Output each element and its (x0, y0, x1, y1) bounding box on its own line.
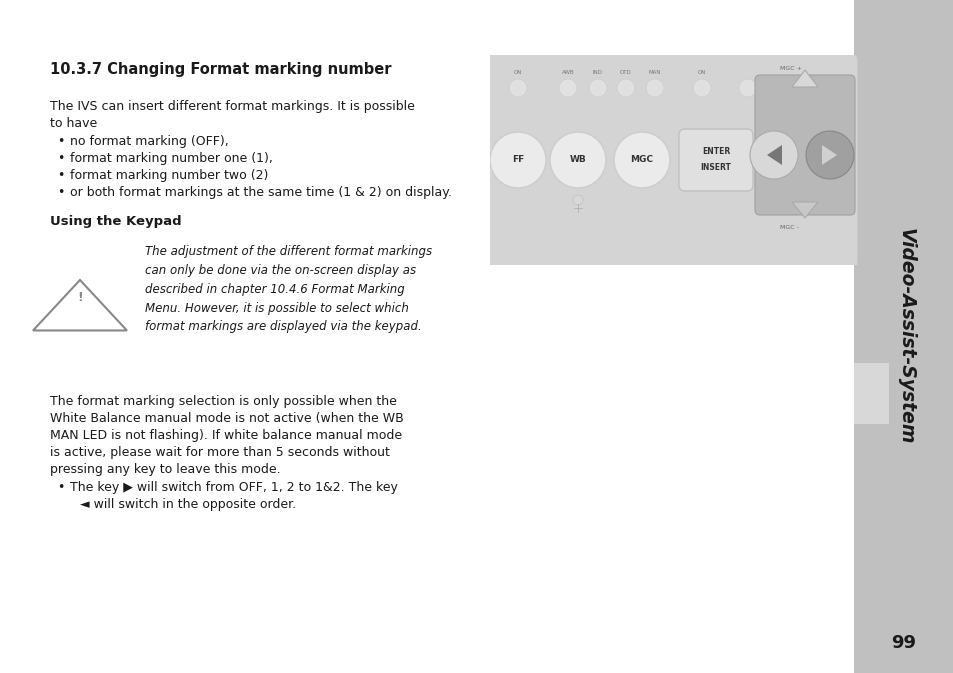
Circle shape (509, 79, 526, 97)
Text: FF: FF (512, 155, 523, 164)
Text: format marking number one (1),: format marking number one (1), (70, 152, 273, 165)
Polygon shape (791, 202, 817, 218)
Text: no format marking (OFF),: no format marking (OFF), (70, 135, 229, 148)
Bar (853, 363, 888, 424)
FancyBboxPatch shape (679, 129, 752, 191)
Circle shape (573, 195, 582, 205)
Text: MGC: MGC (630, 155, 653, 164)
Text: MGC -: MGC - (780, 225, 798, 229)
Text: or both format markings at the same time (1 & 2) on display.: or both format markings at the same time… (70, 186, 452, 199)
Circle shape (805, 131, 853, 179)
Text: OTD: OTD (619, 71, 631, 75)
Text: format marking number two (2): format marking number two (2) (70, 169, 268, 182)
Text: •: • (57, 186, 64, 199)
Text: MAN: MAN (648, 71, 660, 75)
Text: can only be done via the on-screen display as: can only be done via the on-screen displ… (145, 264, 416, 277)
Circle shape (692, 79, 710, 97)
Circle shape (739, 79, 757, 97)
Text: is active, please wait for more than 5 seconds without: is active, please wait for more than 5 s… (50, 446, 390, 459)
Text: to have: to have (50, 117, 97, 130)
Text: ON: ON (514, 71, 521, 75)
Text: •: • (57, 135, 64, 148)
Text: •: • (57, 481, 64, 494)
Text: format markings are displayed via the keypad.: format markings are displayed via the ke… (145, 320, 421, 333)
Circle shape (588, 79, 606, 97)
Text: The key ▶ will switch from OFF, 1, 2 to 1&2. The key: The key ▶ will switch from OFF, 1, 2 to … (70, 481, 397, 494)
Text: 99: 99 (890, 634, 916, 651)
Text: described in chapter 10.4.6 Format Marking: described in chapter 10.4.6 Format Marki… (145, 283, 404, 295)
Text: !: ! (77, 291, 83, 304)
Text: •: • (57, 169, 64, 182)
Text: ◄ will switch in the opposite order.: ◄ will switch in the opposite order. (80, 498, 295, 511)
Circle shape (749, 131, 797, 179)
Text: Using the Keypad: Using the Keypad (50, 215, 181, 228)
Text: INSERT: INSERT (700, 164, 731, 172)
Text: Menu. However, it is possible to select which: Menu. However, it is possible to select … (145, 302, 409, 314)
Text: MAN LED is not flashing). If white balance manual mode: MAN LED is not flashing). If white balan… (50, 429, 402, 442)
Text: IND: IND (593, 71, 602, 75)
Text: ON: ON (697, 71, 705, 75)
Polygon shape (766, 145, 781, 165)
Text: •: • (57, 152, 64, 165)
Text: Video-Assist-System: Video-Assist-System (896, 228, 915, 445)
FancyBboxPatch shape (483, 53, 857, 271)
Circle shape (614, 132, 669, 188)
Circle shape (558, 79, 577, 97)
Circle shape (550, 132, 605, 188)
Text: The format marking selection is only possible when the: The format marking selection is only pos… (50, 395, 396, 408)
Text: MGC +: MGC + (780, 67, 801, 71)
Text: pressing any key to leave this mode.: pressing any key to leave this mode. (50, 463, 280, 476)
Text: The IVS can insert different format markings. It is possible: The IVS can insert different format mark… (50, 100, 415, 113)
Polygon shape (791, 70, 817, 87)
Text: White Balance manual mode is not active (when the WB: White Balance manual mode is not active … (50, 412, 403, 425)
Text: 10.3.7 Changing Format marking number: 10.3.7 Changing Format marking number (50, 62, 391, 77)
Circle shape (617, 79, 635, 97)
Circle shape (490, 132, 545, 188)
FancyBboxPatch shape (754, 75, 854, 215)
Polygon shape (821, 145, 836, 165)
Text: The adjustment of the different format markings: The adjustment of the different format m… (145, 245, 432, 258)
Circle shape (645, 79, 663, 97)
Text: AWB: AWB (561, 71, 574, 75)
Text: ENTER: ENTER (701, 147, 729, 157)
Text: WB: WB (569, 155, 586, 164)
